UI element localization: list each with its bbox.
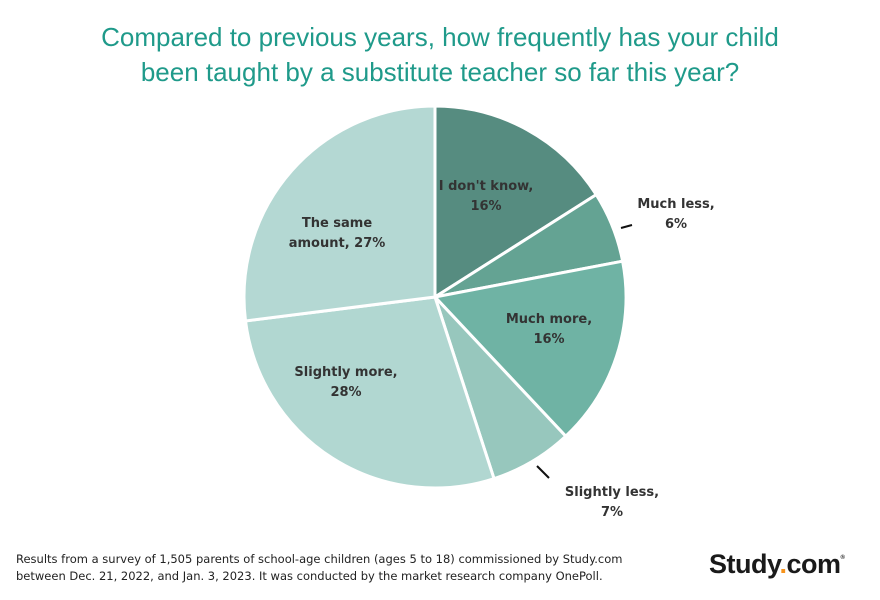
leader-line-1 (620, 224, 633, 229)
logo-registered-mark: ® (840, 555, 845, 561)
pie-slice-5 (242, 104, 437, 323)
pie-slice-4 (243, 295, 496, 490)
logo-part2: com (786, 549, 842, 579)
slice-label-4: Slightly more, 28% (294, 365, 397, 400)
leader-line-3 (536, 465, 550, 479)
footnote-line-1: Results from a survey of 1,505 parents o… (16, 552, 623, 566)
slice-label-3: Slightly less, 7% (565, 485, 659, 520)
pie-slice-0 (433, 104, 599, 300)
title-line-1: Compared to previous years, how frequent… (101, 22, 779, 52)
chart-title: Compared to previous years, how frequent… (0, 20, 880, 90)
slice-label-5: The same amount, 27% (289, 216, 386, 251)
slice-label-2: Much more, 16% (506, 312, 592, 347)
pie-slice-2 (432, 259, 628, 439)
footnote: Results from a survey of 1,505 parents o… (16, 551, 622, 585)
logo-dot: . (779, 549, 788, 579)
logo-part1: Study (709, 549, 780, 579)
title-line-2: been taught by a substitute teacher so f… (140, 57, 740, 87)
study-com-logo: Study.com® (709, 549, 845, 580)
slice-label-1: Much less, 6% (637, 197, 714, 232)
footnote-line-2: between Dec. 21, 2022, and Jan. 3, 2023.… (16, 569, 603, 583)
slice-label-0: I don't know, 16% (439, 179, 534, 214)
